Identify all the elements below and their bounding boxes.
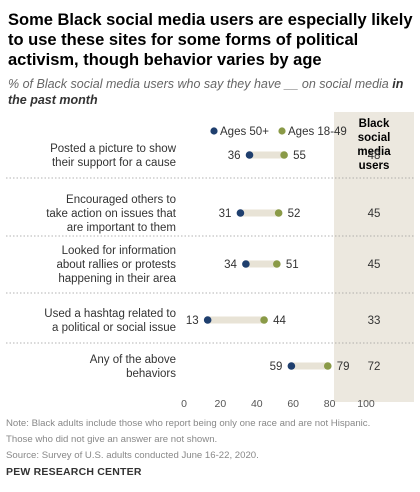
- data-label-ages-18-49: 51: [286, 259, 299, 271]
- category-label-line: their support for a cause: [52, 157, 176, 169]
- dot-ages-50-plus: [236, 209, 245, 217]
- x-tick-label: 100: [357, 398, 375, 410]
- category-label-line: take action on issues that: [46, 208, 177, 220]
- category-label-line: are important to them: [67, 222, 176, 234]
- x-tick-label: 80: [324, 398, 336, 410]
- data-label-ages-50-plus: 36: [228, 150, 241, 162]
- legend-label: Ages 50+: [220, 126, 269, 138]
- data-label-ages-50-plus: 13: [186, 315, 199, 327]
- side-column-header-line: social: [358, 132, 391, 144]
- data-label-ages-18-49: 79: [337, 361, 350, 373]
- dot-ages-18-49: [260, 316, 268, 324]
- dot-ages-18-49: [274, 209, 283, 217]
- title-line: Some Black social media users are especi…: [8, 11, 413, 29]
- side-column-value: 72: [368, 361, 381, 373]
- chart-subtitle: % of Black social media users who say th…: [8, 76, 413, 108]
- x-tick-label: 40: [251, 398, 263, 410]
- data-label-ages-50-plus: 31: [219, 208, 232, 220]
- side-column-value: 33: [368, 315, 381, 327]
- category-label-line: Posted a picture to show: [50, 143, 177, 155]
- side-column-value: 45: [368, 259, 381, 271]
- dot-ages-18-49: [323, 362, 332, 370]
- category-label-line: a political or social issue: [52, 322, 176, 334]
- data-label-ages-50-plus: 34: [224, 259, 237, 271]
- legend-marker: [210, 127, 218, 135]
- category-label-line: happening in their area: [58, 273, 176, 285]
- category-label-line: Looked for information: [62, 245, 176, 257]
- title-line: activism, though behavior varies by age: [8, 51, 322, 69]
- dot-ages-50-plus: [203, 316, 212, 324]
- side-column-header-line: users: [359, 160, 390, 172]
- chart-notes: Note: Black adults include those who rep…: [6, 416, 416, 464]
- dot-ages-50-plus: [242, 260, 250, 268]
- pew-research-credit: PEW RESEARCH CENTER: [6, 466, 142, 478]
- category-label-line: Encouraged others to: [66, 194, 176, 206]
- data-label-ages-18-49: 55: [293, 150, 306, 162]
- subtitle-emphasis: in the past month: [8, 77, 404, 107]
- dot-ages-50-plus: [245, 151, 254, 159]
- side-column-header-line: Black: [359, 118, 390, 130]
- category-label-line: about rallies or protests: [56, 259, 176, 271]
- x-tick-label: 20: [215, 398, 227, 410]
- data-label-ages-18-49: 52: [288, 208, 301, 220]
- category-label-line: Used a hashtag related to: [44, 308, 176, 320]
- dot-ages-18-49: [280, 151, 288, 159]
- side-column-header-line: media: [357, 146, 391, 158]
- x-tick-label: 60: [287, 398, 299, 410]
- x-tick-label: 0: [181, 398, 187, 410]
- note-line: Those who did not give an answer are not…: [6, 434, 218, 445]
- data-label-ages-18-49: 44: [273, 315, 286, 327]
- source-line: Source: Survey of U.S. adults conducted …: [6, 450, 259, 461]
- category-label-line: behaviors: [126, 368, 176, 380]
- data-label-ages-50-plus: 59: [270, 361, 283, 373]
- side-column-background: [334, 112, 414, 402]
- dot-ages-50-plus: [287, 362, 296, 370]
- note-line: Note: Black adults include those who rep…: [6, 418, 371, 429]
- side-column-value: 48: [368, 150, 381, 162]
- side-column-value: 45: [368, 208, 381, 220]
- category-label-line: Any of the above: [90, 354, 176, 366]
- title-line: to use these sites for some forms of pol…: [8, 31, 359, 49]
- legend-marker: [278, 127, 286, 135]
- legend-label: Ages 18-49: [288, 126, 347, 138]
- dot-ages-18-49: [273, 260, 281, 268]
- subtitle-main: % of Black social media users who say th…: [8, 77, 389, 91]
- chart-title: Some Black social media users are especi…: [8, 10, 413, 70]
